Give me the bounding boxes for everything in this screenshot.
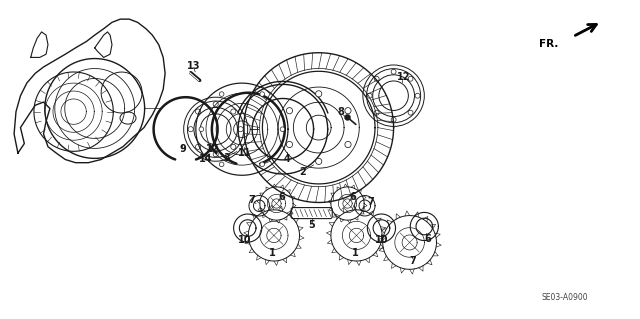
Text: 4: 4	[284, 154, 290, 164]
Text: 1: 1	[352, 248, 358, 258]
Text: 13: 13	[187, 61, 201, 71]
Text: SE03-A0900: SE03-A0900	[542, 293, 588, 302]
Circle shape	[220, 92, 224, 96]
Text: 7: 7	[368, 197, 374, 207]
Text: 10: 10	[238, 235, 252, 245]
Text: 3: 3	[224, 153, 230, 163]
Text: 6: 6	[424, 234, 431, 244]
Text: 2: 2	[300, 167, 306, 177]
Circle shape	[280, 127, 285, 131]
Circle shape	[345, 141, 351, 148]
Text: FR.: FR.	[540, 39, 559, 49]
Circle shape	[345, 108, 351, 114]
Circle shape	[286, 108, 292, 114]
Circle shape	[220, 162, 224, 167]
Text: 9: 9	[179, 144, 186, 154]
Text: 12: 12	[205, 144, 220, 154]
Text: 6: 6	[278, 192, 285, 202]
Text: 1: 1	[269, 248, 276, 258]
Text: 12: 12	[396, 72, 410, 82]
Text: 7: 7	[410, 256, 416, 266]
Circle shape	[260, 162, 264, 167]
Circle shape	[199, 127, 204, 131]
Text: 14: 14	[199, 154, 213, 165]
Text: 10: 10	[374, 235, 388, 245]
Text: 6: 6	[349, 192, 356, 202]
Circle shape	[316, 91, 322, 97]
Circle shape	[344, 115, 351, 120]
Text: 11: 11	[237, 148, 252, 158]
Text: 8: 8	[338, 107, 344, 117]
Circle shape	[286, 141, 292, 148]
Circle shape	[316, 158, 322, 165]
Circle shape	[260, 92, 264, 96]
Text: 7: 7	[248, 195, 255, 205]
Text: 5: 5	[308, 220, 315, 230]
